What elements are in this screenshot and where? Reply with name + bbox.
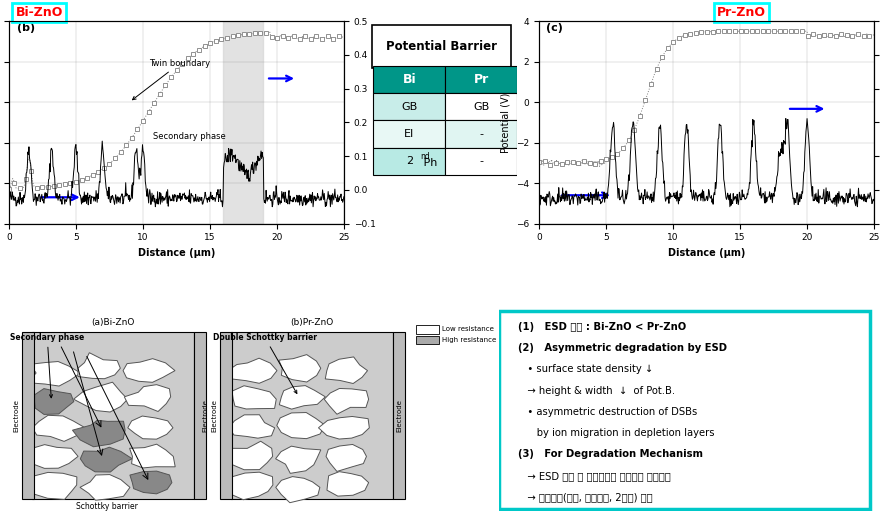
Polygon shape <box>279 355 321 382</box>
Bar <box>445 120 517 148</box>
Polygon shape <box>72 421 125 447</box>
Bar <box>445 66 517 93</box>
Bar <box>194 333 207 499</box>
Text: 2: 2 <box>405 157 413 167</box>
Polygon shape <box>33 415 85 442</box>
Text: -: - <box>479 157 483 167</box>
Polygon shape <box>128 416 173 439</box>
Text: Ph: Ph <box>420 158 437 168</box>
Polygon shape <box>229 415 275 438</box>
Polygon shape <box>232 386 276 409</box>
Text: (b): (b) <box>17 23 35 33</box>
Bar <box>374 93 445 120</box>
Text: Electrode: Electrode <box>211 399 217 432</box>
Bar <box>374 148 445 175</box>
Text: → height & width  ↓  of Pot.B.: → height & width ↓ of Pot.B. <box>517 386 675 396</box>
Text: (1)   ESD 내성 : Bi-ZnO < Pr-ZnO: (1) ESD 내성 : Bi-ZnO < Pr-ZnO <box>517 322 686 332</box>
Text: by ion migration in depletion layers: by ion migration in depletion layers <box>517 428 714 438</box>
Polygon shape <box>32 445 78 469</box>
FancyBboxPatch shape <box>499 311 871 509</box>
Polygon shape <box>125 385 170 412</box>
Bar <box>416 325 440 334</box>
Polygon shape <box>130 471 172 494</box>
Polygon shape <box>80 447 132 472</box>
Text: Twin boundary: Twin boundary <box>132 58 211 100</box>
Polygon shape <box>73 382 128 412</box>
Text: GB: GB <box>473 102 489 112</box>
Text: Bi-ZnO: Bi-ZnO <box>16 6 63 19</box>
Bar <box>223 21 263 223</box>
Polygon shape <box>319 416 369 439</box>
Text: (b)Pr-ZnO: (b)Pr-ZnO <box>290 318 333 327</box>
Polygon shape <box>324 388 368 414</box>
Polygon shape <box>228 472 273 500</box>
Bar <box>21 333 34 499</box>
Polygon shape <box>279 386 325 409</box>
Bar <box>445 148 517 175</box>
Text: GB: GB <box>401 102 418 112</box>
Bar <box>33 333 194 499</box>
Y-axis label: Resistance (a.u.): Resistance (a.u.) <box>381 84 390 160</box>
Text: • asymmetric destruction of DSBs: • asymmetric destruction of DSBs <box>517 407 697 417</box>
Text: (c): (c) <box>546 23 562 33</box>
Text: nd: nd <box>420 152 430 161</box>
Text: Pr: Pr <box>473 73 489 86</box>
Text: Double Schottky barrier: Double Schottky barrier <box>213 333 317 394</box>
Polygon shape <box>327 472 369 496</box>
Text: Secondary phase: Secondary phase <box>10 333 85 398</box>
Bar <box>393 333 404 499</box>
Text: Electrode: Electrode <box>13 399 19 432</box>
Bar <box>445 93 517 120</box>
Polygon shape <box>130 444 175 468</box>
Text: (a)Bi-ZnO: (a)Bi-ZnO <box>92 318 135 327</box>
Text: Pr-ZnO: Pr-ZnO <box>717 6 766 19</box>
Text: -: - <box>479 129 483 139</box>
X-axis label: Distance (μm): Distance (μm) <box>138 248 215 258</box>
Text: Schottky barrier: Schottky barrier <box>76 502 138 511</box>
Polygon shape <box>276 413 325 438</box>
Polygon shape <box>326 444 366 472</box>
Polygon shape <box>78 353 120 379</box>
Polygon shape <box>80 475 130 500</box>
Text: → 열화영역(입계, 전극계면, 2차상) 규명: → 열화영역(입계, 전극계면, 2차상) 규명 <box>517 492 653 502</box>
Text: → ESD 인가 후 전위장벽의 동적특성 파악필요: → ESD 인가 후 전위장벽의 동적특성 파악필요 <box>517 471 670 481</box>
Polygon shape <box>325 357 367 384</box>
Bar <box>374 120 445 148</box>
Text: EI: EI <box>404 129 414 139</box>
Text: Secondary phase: Secondary phase <box>154 132 226 141</box>
Bar <box>416 336 440 345</box>
Polygon shape <box>228 358 277 383</box>
Bar <box>374 66 445 93</box>
Bar <box>220 333 232 499</box>
Text: Bi: Bi <box>403 73 416 86</box>
Text: (2)   Asymmetric degradation by ESD: (2) Asymmetric degradation by ESD <box>517 343 727 353</box>
Polygon shape <box>123 359 175 382</box>
Text: High resistance: High resistance <box>442 337 497 343</box>
Bar <box>230 333 393 499</box>
Text: • surface state density ↓: • surface state density ↓ <box>517 365 653 374</box>
Polygon shape <box>27 362 80 386</box>
Text: Electrode: Electrode <box>203 399 208 432</box>
Polygon shape <box>30 472 77 500</box>
Polygon shape <box>228 441 273 470</box>
Text: Low resistance: Low resistance <box>442 326 494 332</box>
Polygon shape <box>275 476 320 503</box>
Text: Potential Barrier: Potential Barrier <box>386 40 497 53</box>
FancyBboxPatch shape <box>372 25 511 67</box>
Y-axis label: Potential (V): Potential (V) <box>501 92 510 152</box>
Polygon shape <box>34 388 74 414</box>
Polygon shape <box>275 446 321 473</box>
Text: (3)   For Degradation Mechanism: (3) For Degradation Mechanism <box>517 450 703 460</box>
Text: Electrode: Electrode <box>396 399 403 432</box>
X-axis label: Distance (μm): Distance (μm) <box>668 248 745 258</box>
